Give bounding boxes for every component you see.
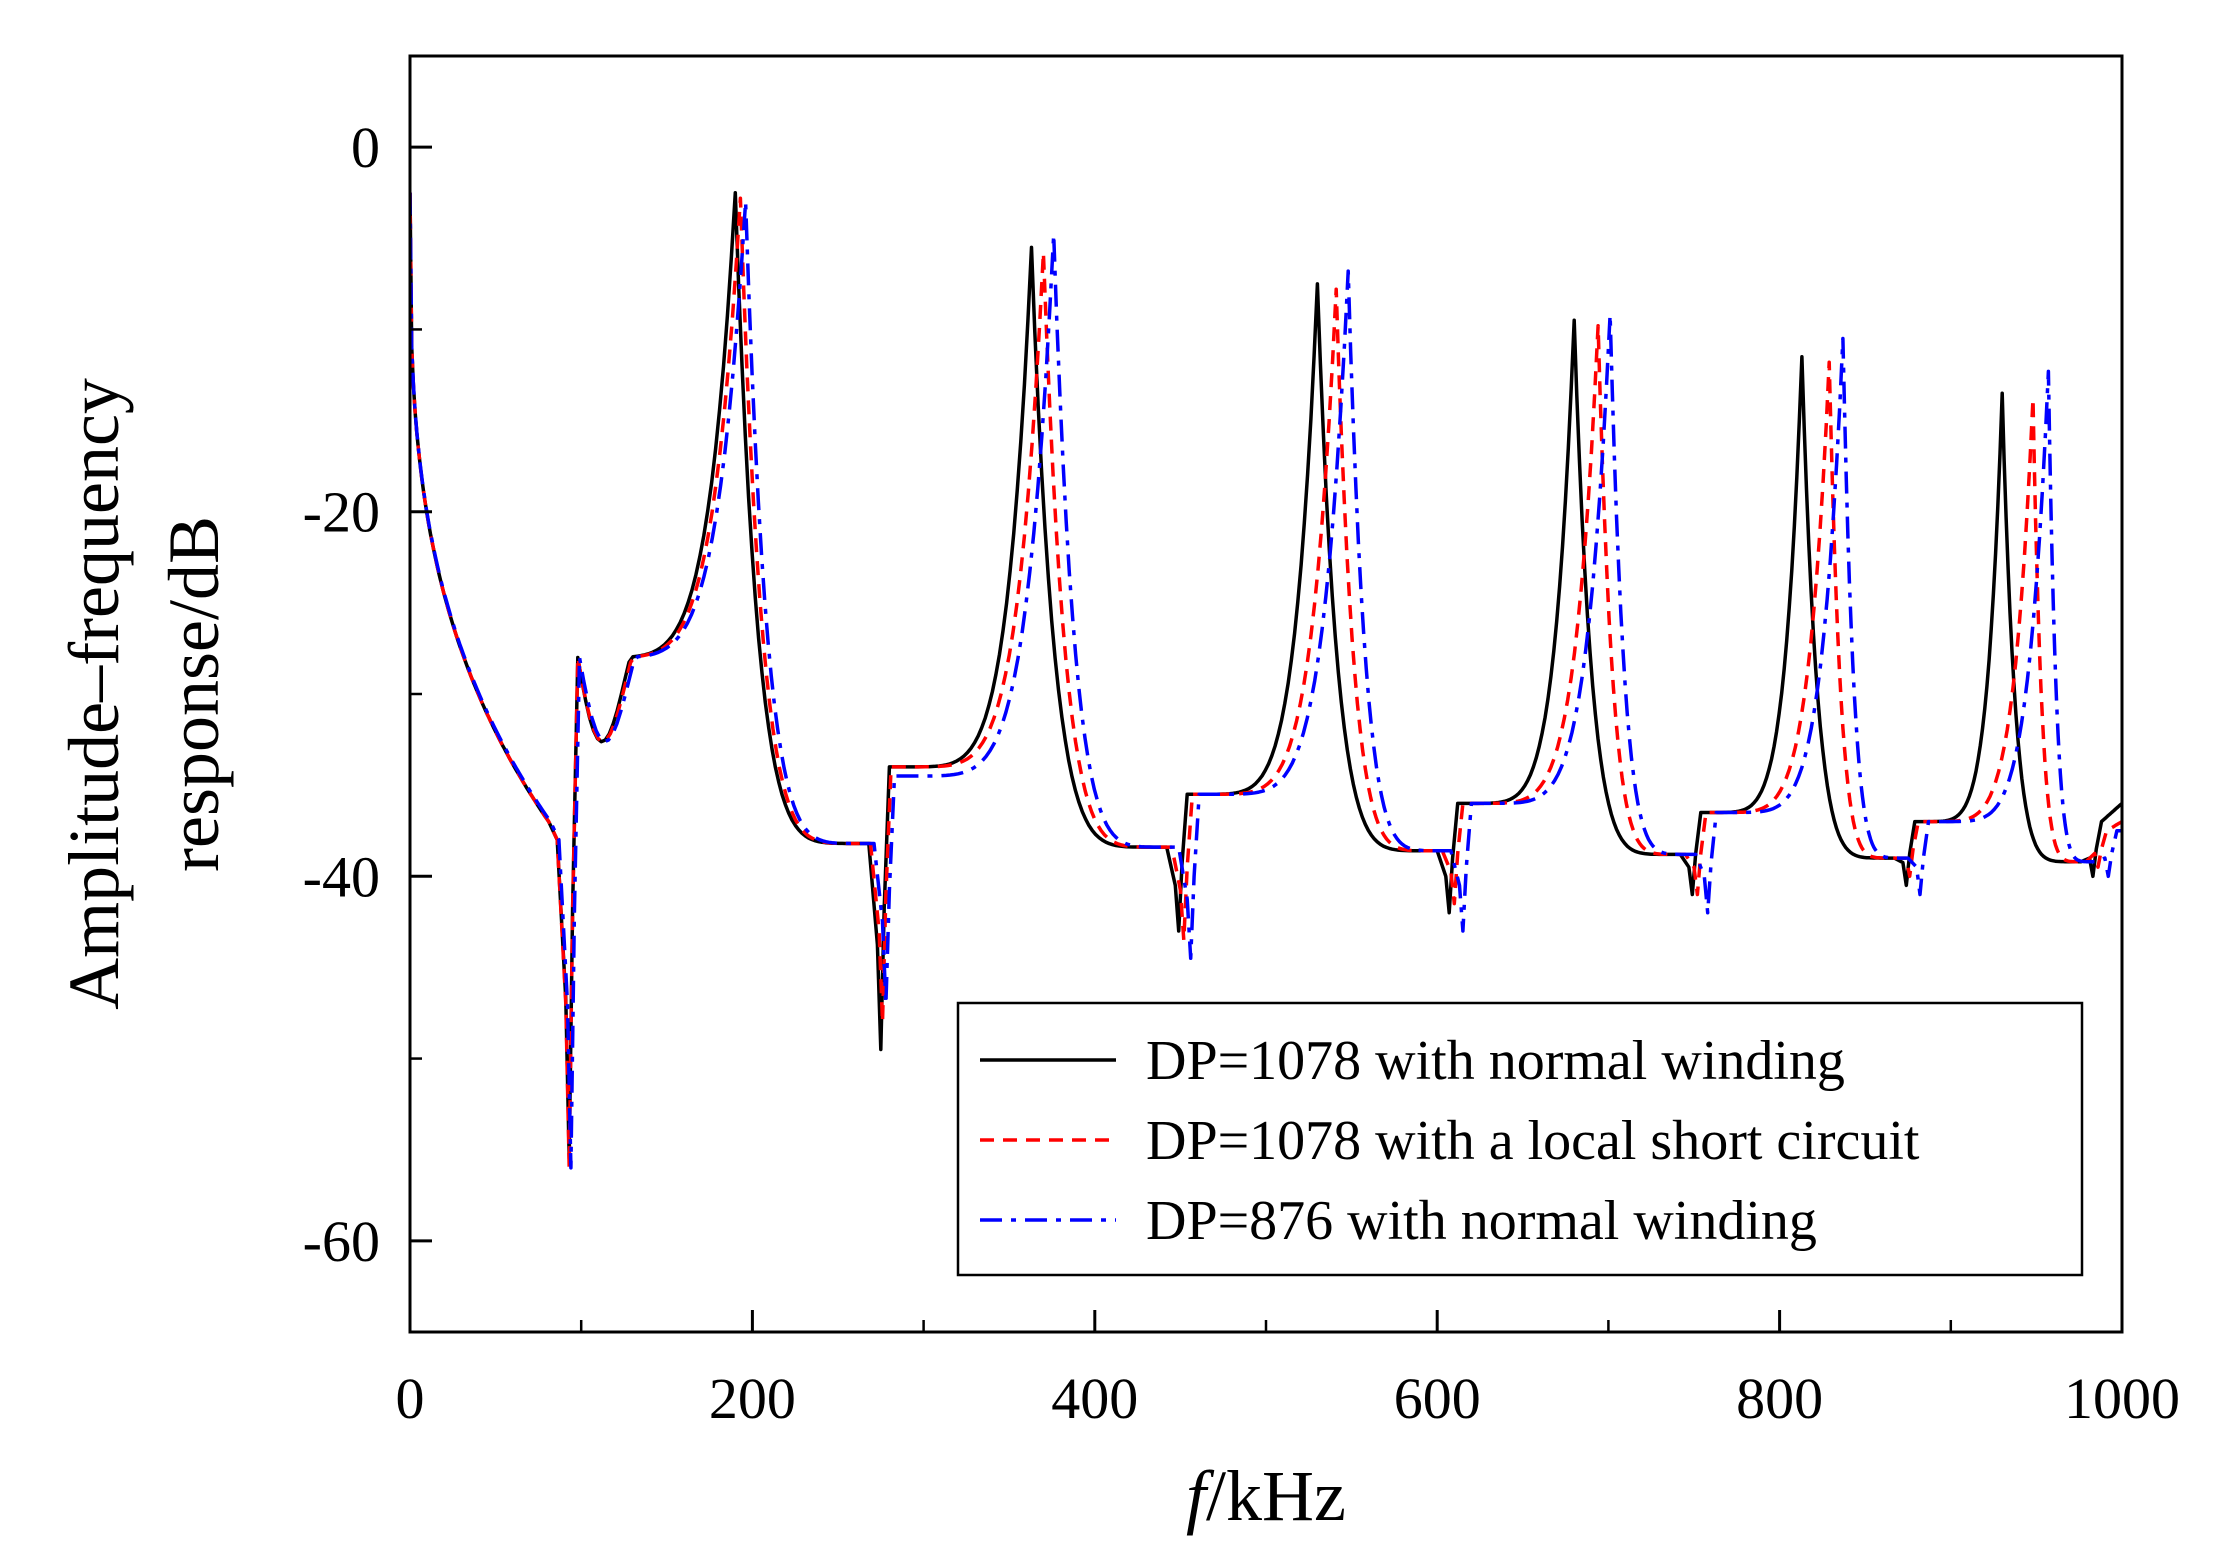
y-axis-title-line1: Amplitude–frequency [54, 378, 134, 1010]
series-line-1 [410, 190, 2122, 1161]
x-tick-label: 600 [1394, 1366, 1481, 1431]
legend: DP=1078 with normal winding DP=1078 with … [956, 1001, 2084, 1277]
series-line-2 [410, 192, 2122, 1170]
series-line-3 [410, 192, 2122, 1170]
x-tick-label: 1000 [2064, 1366, 2180, 1431]
x-axis-title: f/kHz [1186, 1456, 1346, 1536]
series-layer [410, 190, 2122, 1170]
y-tick-label: -60 [303, 1209, 380, 1274]
ticks-layer: 0 200 400 600 800 1000 0 -20 -40 -60 [303, 115, 2180, 1431]
y-tick-label: -20 [303, 480, 380, 545]
y-axis-title-line2: response/dB [154, 516, 234, 872]
legend-label-2: DP=1078 with a local short circuit [1146, 1110, 1920, 1172]
x-tick-label: 800 [1736, 1366, 1823, 1431]
y-tick-label: -40 [303, 844, 380, 909]
y-tick-label: 0 [351, 115, 380, 180]
x-tick-label: 0 [396, 1366, 425, 1431]
legend-box [956, 1001, 2084, 1277]
legend-label-3: DP=876 with normal winding [1146, 1190, 1817, 1252]
x-axis-title-unit: /kHz [1206, 1456, 1346, 1536]
x-tick-label: 200 [709, 1366, 796, 1431]
legend-label-1: DP=1078 with normal winding [1146, 1030, 1845, 1092]
x-tick-label: 400 [1051, 1366, 1138, 1431]
